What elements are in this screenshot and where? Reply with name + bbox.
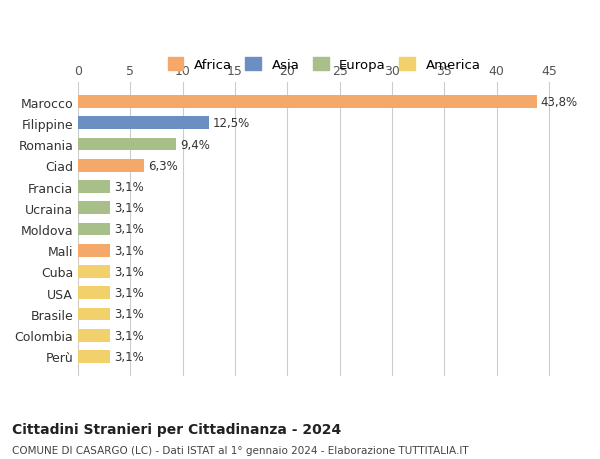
Text: 3,1%: 3,1% <box>115 308 145 321</box>
Text: 12,5%: 12,5% <box>213 117 250 130</box>
Bar <box>78 202 110 215</box>
Text: 3,1%: 3,1% <box>115 329 145 342</box>
Text: 3,1%: 3,1% <box>115 202 145 215</box>
Text: 3,1%: 3,1% <box>115 286 145 300</box>
Bar <box>78 329 110 342</box>
Legend: Africa, Asia, Europa, America: Africa, Asia, Europa, America <box>161 51 487 78</box>
Text: 3,1%: 3,1% <box>115 223 145 236</box>
Bar <box>78 181 110 194</box>
Bar <box>78 117 209 130</box>
Text: 3,1%: 3,1% <box>115 244 145 257</box>
Text: 6,3%: 6,3% <box>148 159 178 173</box>
Text: 3,1%: 3,1% <box>115 181 145 194</box>
Text: 9,4%: 9,4% <box>181 138 211 151</box>
Bar <box>78 308 110 321</box>
Bar <box>78 96 536 109</box>
Bar <box>78 138 176 151</box>
Text: Cittadini Stranieri per Cittadinanza - 2024: Cittadini Stranieri per Cittadinanza - 2… <box>12 422 341 436</box>
Text: 43,8%: 43,8% <box>541 96 578 109</box>
Bar <box>78 265 110 278</box>
Text: COMUNE DI CASARGO (LC) - Dati ISTAT al 1° gennaio 2024 - Elaborazione TUTTITALIA: COMUNE DI CASARGO (LC) - Dati ISTAT al 1… <box>12 445 469 455</box>
Bar <box>78 350 110 363</box>
Text: 3,1%: 3,1% <box>115 265 145 278</box>
Bar <box>78 287 110 299</box>
Bar <box>78 160 144 172</box>
Bar <box>78 244 110 257</box>
Bar <box>78 223 110 236</box>
Text: 3,1%: 3,1% <box>115 350 145 363</box>
